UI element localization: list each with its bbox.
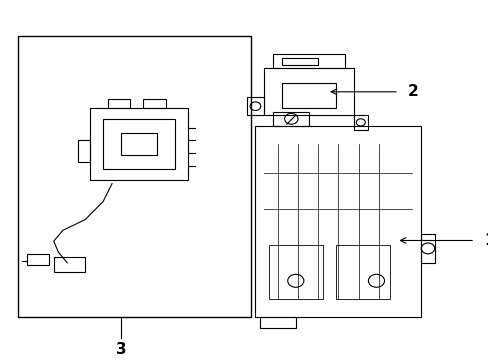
Bar: [264, 68, 353, 115]
Bar: [335, 245, 389, 299]
Bar: [421, 234, 434, 263]
Bar: [107, 99, 130, 108]
Bar: [89, 108, 188, 180]
Bar: [282, 83, 335, 108]
Bar: [54, 257, 85, 272]
Bar: [246, 97, 264, 115]
Bar: [103, 119, 174, 169]
Text: 1: 1: [483, 233, 488, 248]
Text: 3: 3: [116, 342, 126, 357]
Bar: [282, 58, 318, 65]
Bar: [260, 317, 295, 328]
Bar: [78, 140, 89, 162]
Bar: [268, 245, 322, 299]
Bar: [353, 115, 367, 130]
Text: 2: 2: [407, 84, 418, 99]
Bar: [121, 133, 157, 155]
Bar: [255, 126, 421, 317]
Bar: [143, 99, 165, 108]
Bar: [18, 36, 250, 317]
Bar: [27, 254, 49, 265]
Bar: [273, 54, 345, 68]
Bar: [273, 112, 308, 126]
